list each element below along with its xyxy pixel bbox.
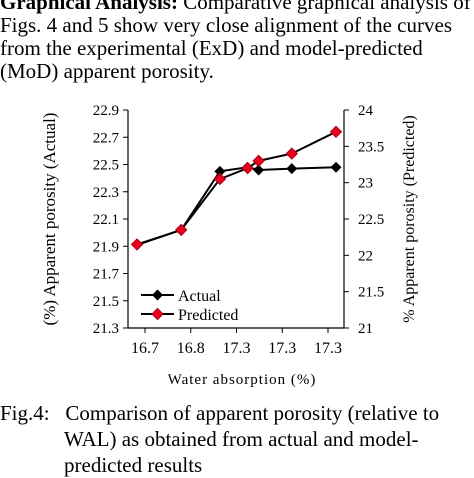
right-tick-label: 22.5 bbox=[358, 212, 384, 228]
data-point-actual bbox=[214, 165, 226, 177]
x-tick-label: 16.8 bbox=[177, 340, 205, 357]
section-heading: Graphical Analysis: bbox=[0, 0, 178, 14]
x-axis-label: Water absorption (%) bbox=[168, 372, 317, 388]
caption-line-2: WAL) as obtained from actual and model- bbox=[64, 427, 419, 451]
x-tick-label: 17.3 bbox=[223, 340, 251, 357]
left-tick-label: 22.7 bbox=[93, 130, 120, 146]
paragraph-line-4: (MoD) apparent porosity. bbox=[0, 59, 214, 83]
body-paragraph: Graphical Analysis: Comparative graphica… bbox=[0, 0, 474, 83]
left-tick-label: 21.5 bbox=[93, 294, 119, 310]
legend-label-predicted: Predicted bbox=[178, 307, 238, 324]
chart-legend: Actual Predicted bbox=[141, 288, 238, 324]
x-axis-ticks: 16.7 16.8 17.3 17.3 17.3 bbox=[131, 328, 342, 357]
figure-caption: Fig.4: Comparison of apparent porosity (… bbox=[0, 400, 474, 478]
right-tick-label: 21 bbox=[358, 321, 373, 337]
caption-text-1: Comparison of apparent porosity (relativ… bbox=[65, 401, 440, 425]
right-tick-label: 24 bbox=[358, 103, 374, 119]
data-point-predicted bbox=[329, 125, 343, 139]
porosity-chart: 22.922.722.522.322.121.921.721.521.3 242… bbox=[40, 103, 418, 388]
right-tick-label: 21.5 bbox=[358, 285, 384, 301]
data-point-predicted bbox=[285, 147, 298, 160]
legend-marker-actual bbox=[152, 289, 163, 301]
left-tick-label: 22.1 bbox=[93, 212, 119, 228]
left-tick-label: 22.5 bbox=[93, 158, 119, 174]
left-tick-label: 21.7 bbox=[93, 267, 120, 283]
y2-axis-label: % Apparent porosity (Predicted) bbox=[401, 115, 418, 323]
series-line-actual bbox=[136, 166, 337, 246]
caption-line-1: Fig.4: Comparison of apparent porosity (… bbox=[0, 400, 474, 426]
right-axis-ticks: 24 23.5 23 22.5 22 21.5 21 bbox=[344, 103, 384, 337]
data-point-actual bbox=[330, 161, 342, 173]
data-point-predicted bbox=[130, 238, 144, 251]
x-tick-label: 17.3 bbox=[268, 340, 296, 357]
left-tick-label: 21.3 bbox=[93, 321, 119, 337]
paragraph-line-1: Graphical Analysis: Comparative graphica… bbox=[0, 0, 474, 14]
paragraph-line-3: from the experimental (ExD) and model-pr… bbox=[0, 36, 423, 60]
left-axis-ticks: 22.9 22.7 22.5 22.3 22.1 21.9 21.7 21.5 21.3 bbox=[93, 103, 128, 337]
y-axis-label: (%) Apparent porosity (Actual) bbox=[40, 113, 59, 326]
paragraph-line-1-text: Comparative graphical analysis of bbox=[177, 0, 471, 14]
right-tick-label: 23.5 bbox=[358, 139, 384, 155]
left-tick-label: 21.9 bbox=[93, 239, 119, 255]
data-point-actual bbox=[253, 164, 265, 176]
caption-label: Fig.4: bbox=[0, 401, 50, 425]
paragraph-line-2: Figs. 4 and 5 show very close alignment … bbox=[0, 13, 452, 37]
legend-label-actual: Actual bbox=[178, 288, 221, 305]
data-point-actual bbox=[286, 163, 298, 175]
left-tick-label: 22.3 bbox=[93, 185, 119, 201]
data-point-predicted bbox=[241, 161, 254, 175]
right-tick-label: 23 bbox=[358, 176, 373, 192]
left-tick-label: 22.9 bbox=[93, 103, 119, 119]
caption-line-3: predicted results bbox=[64, 453, 203, 477]
x-tick-label: 16.7 bbox=[131, 340, 159, 357]
data-point-predicted bbox=[213, 172, 227, 186]
x-tick-label: 17.3 bbox=[314, 340, 342, 357]
chart-series bbox=[130, 125, 343, 251]
data-point-predicted bbox=[252, 154, 265, 168]
right-tick-label: 22 bbox=[358, 248, 373, 264]
data-point-predicted bbox=[175, 223, 188, 237]
series-line-predicted bbox=[136, 130, 337, 246]
legend-marker-predicted bbox=[151, 307, 164, 321]
